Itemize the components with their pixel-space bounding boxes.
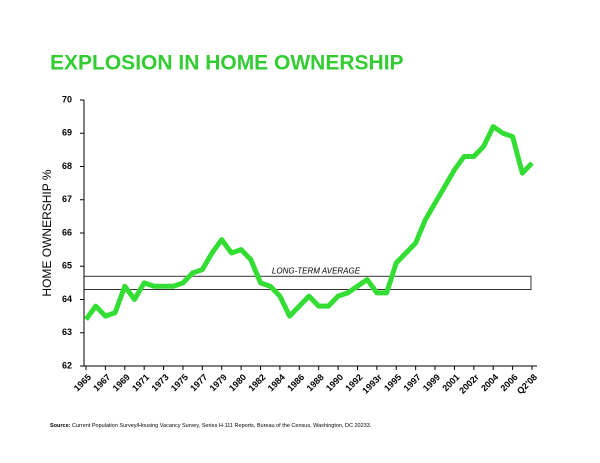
x-tick-label: 1990: [324, 372, 345, 393]
x-tick-label: 1971: [130, 372, 151, 393]
x-tick-label: 1993r: [360, 372, 384, 396]
x-tick-label: 1980: [227, 372, 248, 393]
y-tick-label: 68: [62, 161, 72, 171]
x-tick-label: 1986: [285, 372, 306, 393]
source-text: Current Population Survey/Housing Vacanc…: [72, 423, 372, 429]
x-tick-label: 1967: [91, 372, 112, 393]
x-tick-label: 1982: [246, 372, 267, 393]
x-tick-label: 1979: [208, 372, 229, 393]
y-tick-label: 66: [62, 227, 72, 237]
x-tick-label: 1984: [266, 372, 287, 393]
annotation: LONG-TERM AVERAGE: [272, 266, 361, 275]
y-tick-label: 65: [62, 261, 72, 271]
source: Source: Current Population Survey/Housin…: [50, 423, 372, 429]
y-tick-label: 70: [62, 94, 72, 104]
x-tick-label: 1999: [421, 372, 442, 393]
y-tick-label: 67: [62, 194, 72, 204]
source-label: Source:: [50, 423, 71, 429]
y-tick-label: 64: [62, 294, 72, 304]
x-tick-label: 1977: [188, 372, 209, 393]
y-tick-label: 63: [62, 327, 72, 337]
x-tick-label: 1973: [149, 372, 170, 393]
x-tick-label: 1975: [169, 372, 190, 393]
y-tick-label: 69: [62, 128, 72, 138]
x-tick-label: 1995: [382, 372, 403, 393]
x-tick-label: Q2'08: [515, 372, 539, 396]
y-tick-label: 62: [62, 360, 72, 370]
x-tick-label: 2002r: [457, 372, 481, 396]
x-tick-label: 1965: [72, 372, 93, 393]
x-tick-label: 1969: [111, 372, 132, 393]
y-axis-label: HOME OWNERSHIP %: [40, 169, 54, 296]
x-tick-label: 1988: [305, 372, 326, 393]
data-line: [83, 124, 534, 321]
x-tick-label: 1997: [402, 372, 423, 393]
x-tick-label: 2004: [479, 372, 500, 393]
chart-title: EXPLOSION IN HOME OWNERSHIP: [50, 52, 404, 75]
